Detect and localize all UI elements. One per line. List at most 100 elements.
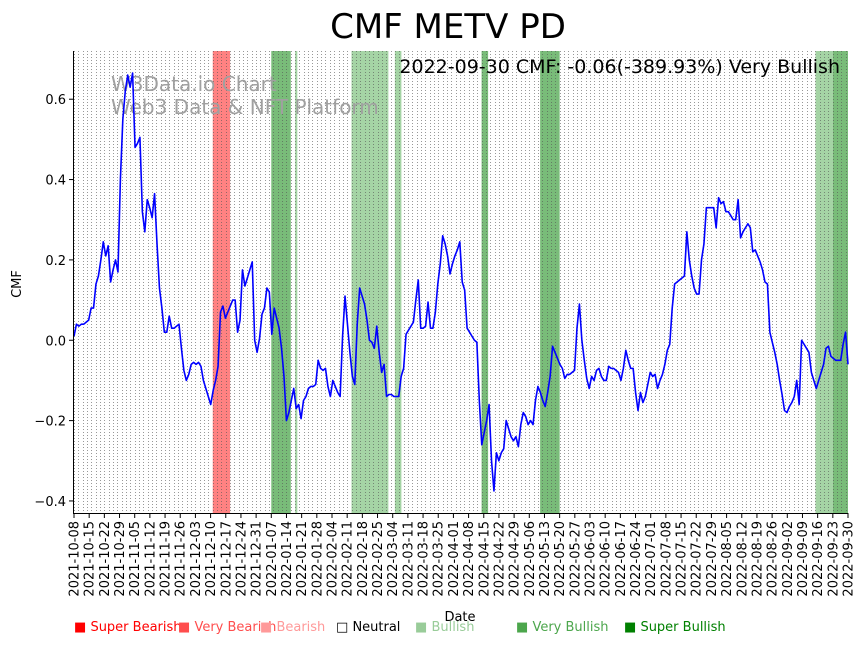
legend-label: Very Bullish (532, 620, 609, 635)
x-tick-label: 2022-08-19 (750, 521, 765, 597)
y-tick-label: 0.2 (45, 254, 66, 269)
x-tick-label: 2022-05-13 (538, 521, 553, 597)
legend-label: Bullish (431, 620, 475, 635)
y-axis-label: CMF (10, 270, 25, 298)
x-tick-label: 2022-02-11 (341, 521, 356, 597)
y-tick-label: 0.0 (45, 334, 66, 349)
y-tick-label: −0.4 (34, 495, 66, 510)
x-tick-label: 2021-12-24 (234, 521, 249, 597)
legend-marker: ■ (178, 620, 191, 635)
signal-region-very-bullish (271, 51, 291, 513)
x-tick-label: 2022-04-29 (508, 521, 523, 597)
x-tick-label: 2022-04-08 (462, 521, 477, 597)
x-tick-label: 2022-06-17 (614, 521, 629, 597)
x-tick-label: 2022-06-10 (599, 521, 614, 597)
legend-marker: ■ (516, 620, 529, 635)
x-tick-label: 2022-05-06 (523, 521, 538, 597)
x-tick-label: 2021-11-19 (159, 521, 174, 597)
legend-label: Bearish (276, 620, 326, 635)
legend-super-bearish: ■ Super Bearish (74, 620, 182, 635)
x-tick-label: 2021-12-10 (204, 521, 219, 597)
x-tick-label: 2022-08-12 (735, 521, 750, 597)
x-tick-label: 2022-04-01 (447, 521, 462, 597)
x-tick-label: 2021-12-03 (189, 521, 204, 597)
legend-label: Very Bearish (194, 620, 277, 635)
x-tick-label: 2022-07-08 (659, 521, 674, 597)
signal-region-bullish (351, 51, 389, 513)
shaded-regions (212, 51, 848, 513)
x-tick-label: 2022-09-02 (781, 521, 796, 597)
x-axis-label: Date (444, 610, 475, 625)
legend-label: Super Bullish (640, 620, 726, 635)
x-tick-label: 2022-07-29 (705, 521, 720, 597)
x-tick-label: 2021-11-12 (143, 521, 158, 597)
x-tick-label: 2022-02-18 (356, 521, 371, 597)
x-tick-label: 2022-03-25 (432, 521, 447, 597)
x-tick-label: 2022-06-03 (584, 521, 599, 597)
signal-region-very-bullish (540, 51, 560, 513)
x-tick-label: 2021-10-29 (113, 521, 128, 597)
x-tick-label: 2022-01-07 (265, 521, 280, 597)
legend-marker: ■ (415, 620, 428, 635)
legend-bearish: ■ Bearish (260, 620, 325, 635)
x-tick-label: 2022-07-01 (644, 521, 659, 597)
axes (73, 51, 848, 514)
cmf-series-line (73, 72, 849, 492)
x-tick-label: 2022-08-26 (766, 521, 781, 597)
watermark-line-1: W3Data.io Chart (111, 72, 277, 96)
x-tick-label: 2021-12-17 (219, 521, 234, 597)
y-tick-label: 0.4 (45, 174, 66, 189)
x-tick-label: 2022-01-21 (295, 521, 310, 597)
latest-value-annotation: 2022-09-30 CMF: -0.06(-389.93%) Very Bul… (399, 56, 840, 78)
x-tick-label: 2022-01-28 (310, 521, 325, 597)
legend-super-bullish: ■ Super Bullish (624, 620, 726, 635)
x-tick-label: 2022-05-27 (568, 521, 583, 597)
x-tick-label: 2022-07-22 (690, 521, 705, 597)
watermark-line-2: Web3 Data & NFT Platform (111, 95, 379, 119)
signal-region-bullish (295, 51, 298, 513)
x-tick-label: 2021-12-31 (250, 521, 265, 597)
legend-bullish: ■ Bullish (415, 620, 474, 635)
chart-title: CMF METV PD (330, 7, 566, 47)
x-tick-label: 2021-10-22 (98, 521, 113, 597)
x-tick-label: 2022-09-30 (842, 521, 857, 597)
x-tick-label: 2022-01-14 (280, 521, 295, 597)
x-tick-label: 2022-09-23 (826, 521, 841, 597)
signal-region-very-bullish (832, 51, 848, 513)
x-tick-label: 2022-02-25 (371, 521, 386, 597)
legend-marker: ■ (74, 620, 87, 635)
x-tick-label: 2022-03-04 (386, 521, 401, 597)
signal-region-very-bullish (481, 51, 489, 513)
signal-region-bullish (815, 51, 833, 513)
x-tick-label: 2022-03-11 (401, 521, 416, 597)
x-tick-label: 2022-06-24 (629, 521, 644, 597)
legend-label: Neutral (352, 620, 401, 635)
legend-label: Super Bearish (90, 620, 182, 635)
legend-neutral: □ Neutral (336, 620, 400, 635)
y-ticks: −0.4 −0.2 0.0 0.2 0.4 0.6 (34, 93, 74, 510)
y-tick-label: 0.6 (45, 93, 66, 108)
x-tick-label: 2022-04-22 (492, 521, 507, 597)
legend-marker: ■ (624, 620, 637, 635)
x-tick-label: 2022-09-16 (811, 521, 826, 597)
x-tick-label: 2022-09-09 (796, 521, 811, 597)
legend-marker: □ (336, 620, 349, 635)
x-tick-label: 2022-07-15 (675, 521, 690, 597)
x-tick-label: 2021-10-08 (68, 521, 83, 597)
vertical-grid (74, 51, 847, 513)
x-tick-label: 2022-03-18 (417, 521, 432, 597)
x-tick-label: 2022-08-05 (720, 521, 735, 597)
x-tick-label: 2021-11-05 (128, 521, 143, 597)
legend-marker: ■ (260, 620, 273, 635)
x-tick-label: 2022-04-15 (477, 521, 492, 597)
x-tick-label: 2021-11-26 (174, 521, 189, 597)
watermark: W3Data.io Chart Web3 Data & NFT Platform (111, 72, 379, 119)
x-tick-label: 2022-05-20 (553, 521, 568, 597)
y-tick-label: −0.2 (34, 415, 66, 430)
legend-very-bearish: ■ Very Bearish (178, 620, 276, 635)
legend-very-bullish: ■ Very Bullish (516, 620, 609, 635)
x-ticks: 2021-10-08 2021-10-15 2021-10-22 2021-10-29… (68, 513, 857, 597)
signal-region-bullish (394, 51, 402, 513)
x-tick-label: 2022-02-04 (326, 521, 341, 597)
